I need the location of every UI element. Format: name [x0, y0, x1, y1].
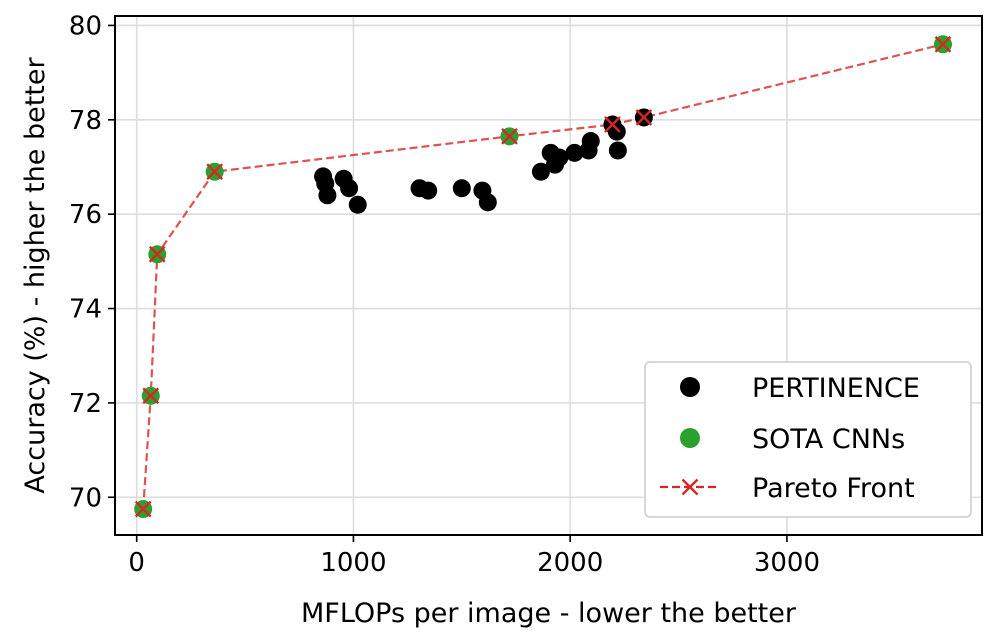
pertinence-point — [419, 181, 438, 200]
x-marker-stroke — [206, 163, 224, 181]
y-axis-label: Accuracy (%) - higher the better — [20, 57, 51, 494]
x-marker-stroke — [501, 127, 518, 145]
y-tick-label: 76 — [69, 200, 102, 230]
pareto-front-marker — [142, 387, 160, 405]
legend-label-sota-cnns: SOTA CNNs — [752, 424, 905, 455]
pertinence-point — [550, 148, 569, 167]
y-tick-label: 78 — [69, 106, 102, 136]
pareto-front-marker — [134, 500, 152, 518]
x-marker-stroke — [604, 116, 621, 133]
legend-label-pertinence: PERTINENCE — [752, 373, 920, 404]
legend-label-pareto-front: Pareto Front — [752, 473, 915, 504]
pareto-front-marker — [934, 35, 952, 53]
pertinence-point — [607, 122, 626, 141]
legend-box — [644, 361, 972, 518]
pertinence-point — [565, 143, 584, 162]
x-tick-label: 3000 — [754, 548, 820, 578]
pertinence-point — [318, 186, 337, 205]
y-tick-label: 74 — [69, 295, 102, 325]
pertinence-point — [452, 179, 471, 198]
x-tick-label: 2000 — [537, 548, 603, 578]
pareto-front-marker — [635, 109, 653, 126]
pertinence-point — [478, 193, 497, 212]
x-marker-stroke — [148, 245, 166, 263]
pareto-front-marker — [148, 245, 166, 263]
legend-marker-pertinence — [680, 377, 700, 397]
legend: PERTINENCE SOTA CNNs Pareto Front — [644, 361, 972, 518]
y-tick-label: 70 — [69, 483, 102, 513]
x-marker-stroke — [635, 109, 653, 126]
x-marker-stroke — [681, 478, 699, 496]
y-tick-label: 80 — [69, 11, 102, 41]
legend-marker-pareto-front — [660, 478, 720, 496]
x-marker-stroke — [134, 500, 152, 518]
x-marker-stroke — [142, 387, 160, 405]
legend-x-marker — [681, 478, 699, 496]
scatter-points — [134, 35, 952, 519]
pertinence-point — [581, 132, 600, 151]
x-axis-label: MFLOPs per image - lower the better — [301, 598, 797, 629]
pareto-front-marker — [501, 127, 518, 145]
x-tick-label: 0 — [128, 548, 145, 578]
y-tick-label: 72 — [69, 389, 102, 419]
legend-marker-sota-cnns — [680, 428, 700, 448]
plot-frame — [114, 15, 983, 536]
pertinence-point — [608, 141, 627, 160]
pertinence-point — [340, 179, 359, 198]
x-tick-label: 1000 — [320, 548, 386, 578]
grid — [115, 16, 982, 535]
x-marker-stroke — [934, 35, 952, 53]
pertinence-point — [348, 195, 367, 214]
axis-ticks: 0 1000 2000 3000 70 72 74 76 78 80 — [69, 11, 820, 578]
pareto-front-marker — [206, 163, 224, 181]
pareto-front-marker — [604, 116, 621, 133]
pertinence-point — [531, 162, 550, 181]
